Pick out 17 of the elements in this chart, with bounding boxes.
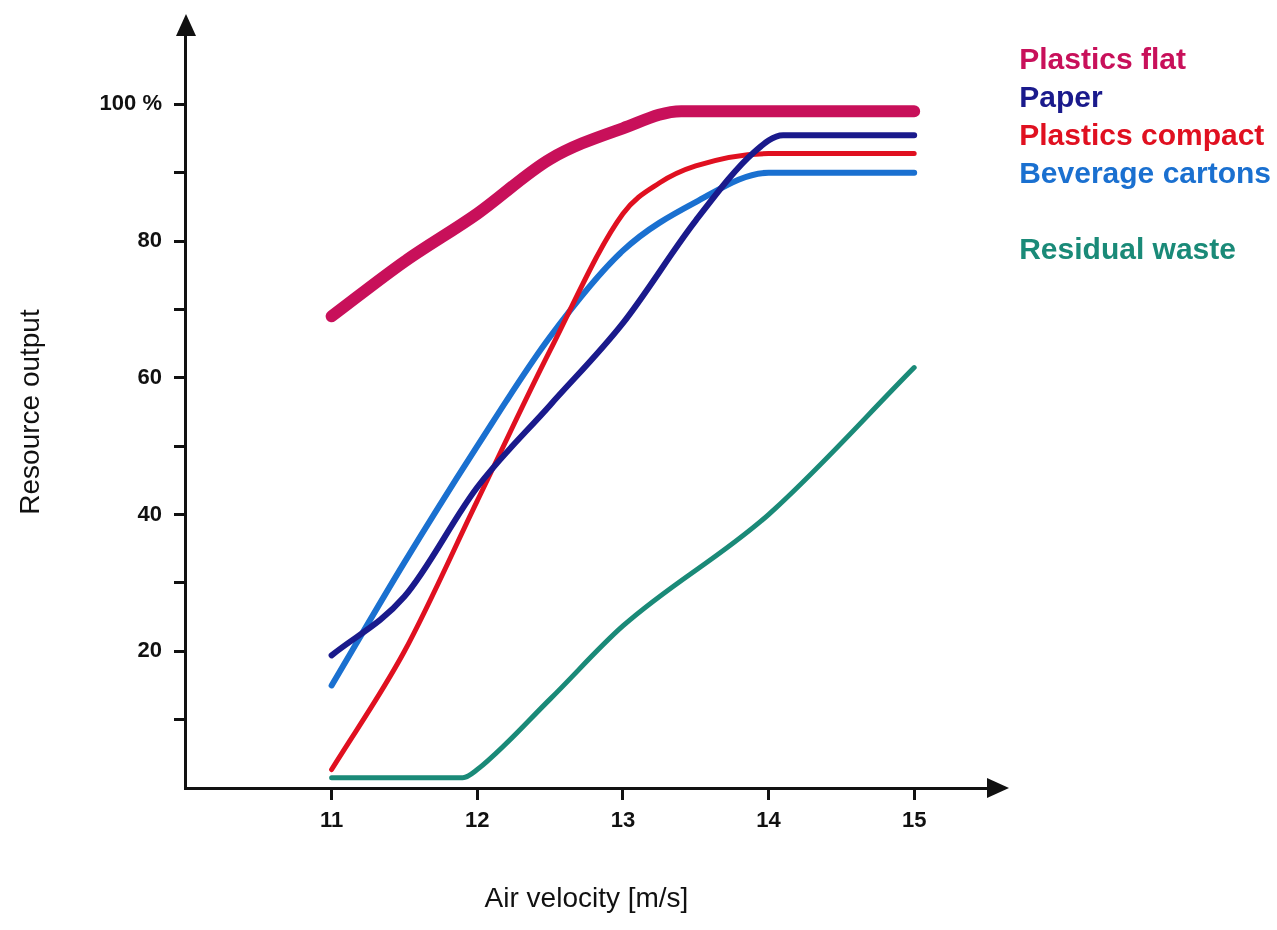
x-tick-label: 15 (901, 807, 927, 833)
y-tick-label: 80 (137, 227, 162, 253)
x-tick-label: 14 (756, 807, 782, 833)
x-axis-title: Air velocity [m/s] (484, 881, 689, 913)
text: Plastics flat (1019, 41, 1187, 77)
text: Plastics compact (1019, 117, 1266, 153)
x-tick-label: 11 (319, 807, 344, 833)
text: Paper (1019, 79, 1104, 115)
text: Beverage cartons (1019, 155, 1271, 191)
text: Residual waste (1019, 231, 1237, 267)
x-tick-label: 13 (610, 807, 636, 833)
y-tick-label: 20 (137, 637, 162, 663)
y-axis-title: Resource output (13, 309, 45, 515)
y-tick-label: 40 (137, 500, 162, 526)
x-tick-label: 12 (465, 807, 490, 833)
y-tick-label: 100 % (99, 90, 162, 116)
y-tick-label: 60 (137, 363, 162, 389)
